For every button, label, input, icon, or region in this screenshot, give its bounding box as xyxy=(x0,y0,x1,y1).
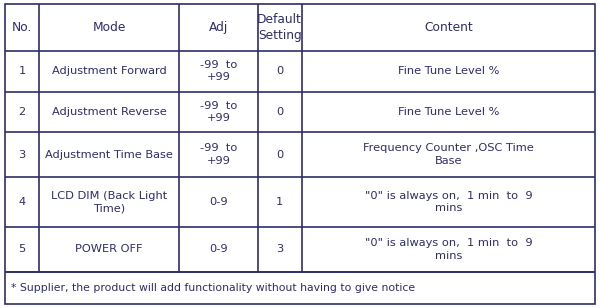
Text: Content: Content xyxy=(424,21,473,34)
Text: * Supplier, the product will add functionality without having to give notice: * Supplier, the product will add functio… xyxy=(11,283,415,293)
Text: Fine Tune Level %: Fine Tune Level % xyxy=(398,66,499,76)
Text: 3: 3 xyxy=(19,150,26,160)
Text: Fine Tune Level %: Fine Tune Level % xyxy=(398,107,499,117)
Text: Adjustment Time Base: Adjustment Time Base xyxy=(45,150,173,160)
Text: No.: No. xyxy=(12,21,32,34)
Text: 0: 0 xyxy=(276,107,283,117)
Text: 5: 5 xyxy=(19,245,26,254)
Text: LCD DIM (Back Light
Time): LCD DIM (Back Light Time) xyxy=(51,191,167,213)
Text: Adjustment Reverse: Adjustment Reverse xyxy=(52,107,167,117)
Text: -99  to
+99: -99 to +99 xyxy=(200,144,237,166)
Text: "0" is always on,  1 min  to  9
mins: "0" is always on, 1 min to 9 mins xyxy=(365,238,532,261)
Text: "0" is always on,  1 min  to  9
mins: "0" is always on, 1 min to 9 mins xyxy=(365,191,532,213)
Text: Adjustment Forward: Adjustment Forward xyxy=(52,66,167,76)
Text: -99  to
+99: -99 to +99 xyxy=(200,101,237,123)
Text: Frequency Counter ,OSC Time
Base: Frequency Counter ,OSC Time Base xyxy=(363,144,534,166)
Text: -99  to
+99: -99 to +99 xyxy=(200,60,237,83)
Text: Adj: Adj xyxy=(209,21,228,34)
Text: 1: 1 xyxy=(276,197,283,207)
Text: 0: 0 xyxy=(276,150,283,160)
Text: 0-9: 0-9 xyxy=(209,245,227,254)
Text: 4: 4 xyxy=(19,197,26,207)
Text: 2: 2 xyxy=(19,107,26,117)
Text: Default
Setting: Default Setting xyxy=(257,13,302,42)
Text: 0: 0 xyxy=(276,66,283,76)
Text: 3: 3 xyxy=(276,245,283,254)
Text: POWER OFF: POWER OFF xyxy=(76,245,143,254)
Text: 0-9: 0-9 xyxy=(209,197,227,207)
Text: Mode: Mode xyxy=(92,21,126,34)
Text: 1: 1 xyxy=(19,66,26,76)
